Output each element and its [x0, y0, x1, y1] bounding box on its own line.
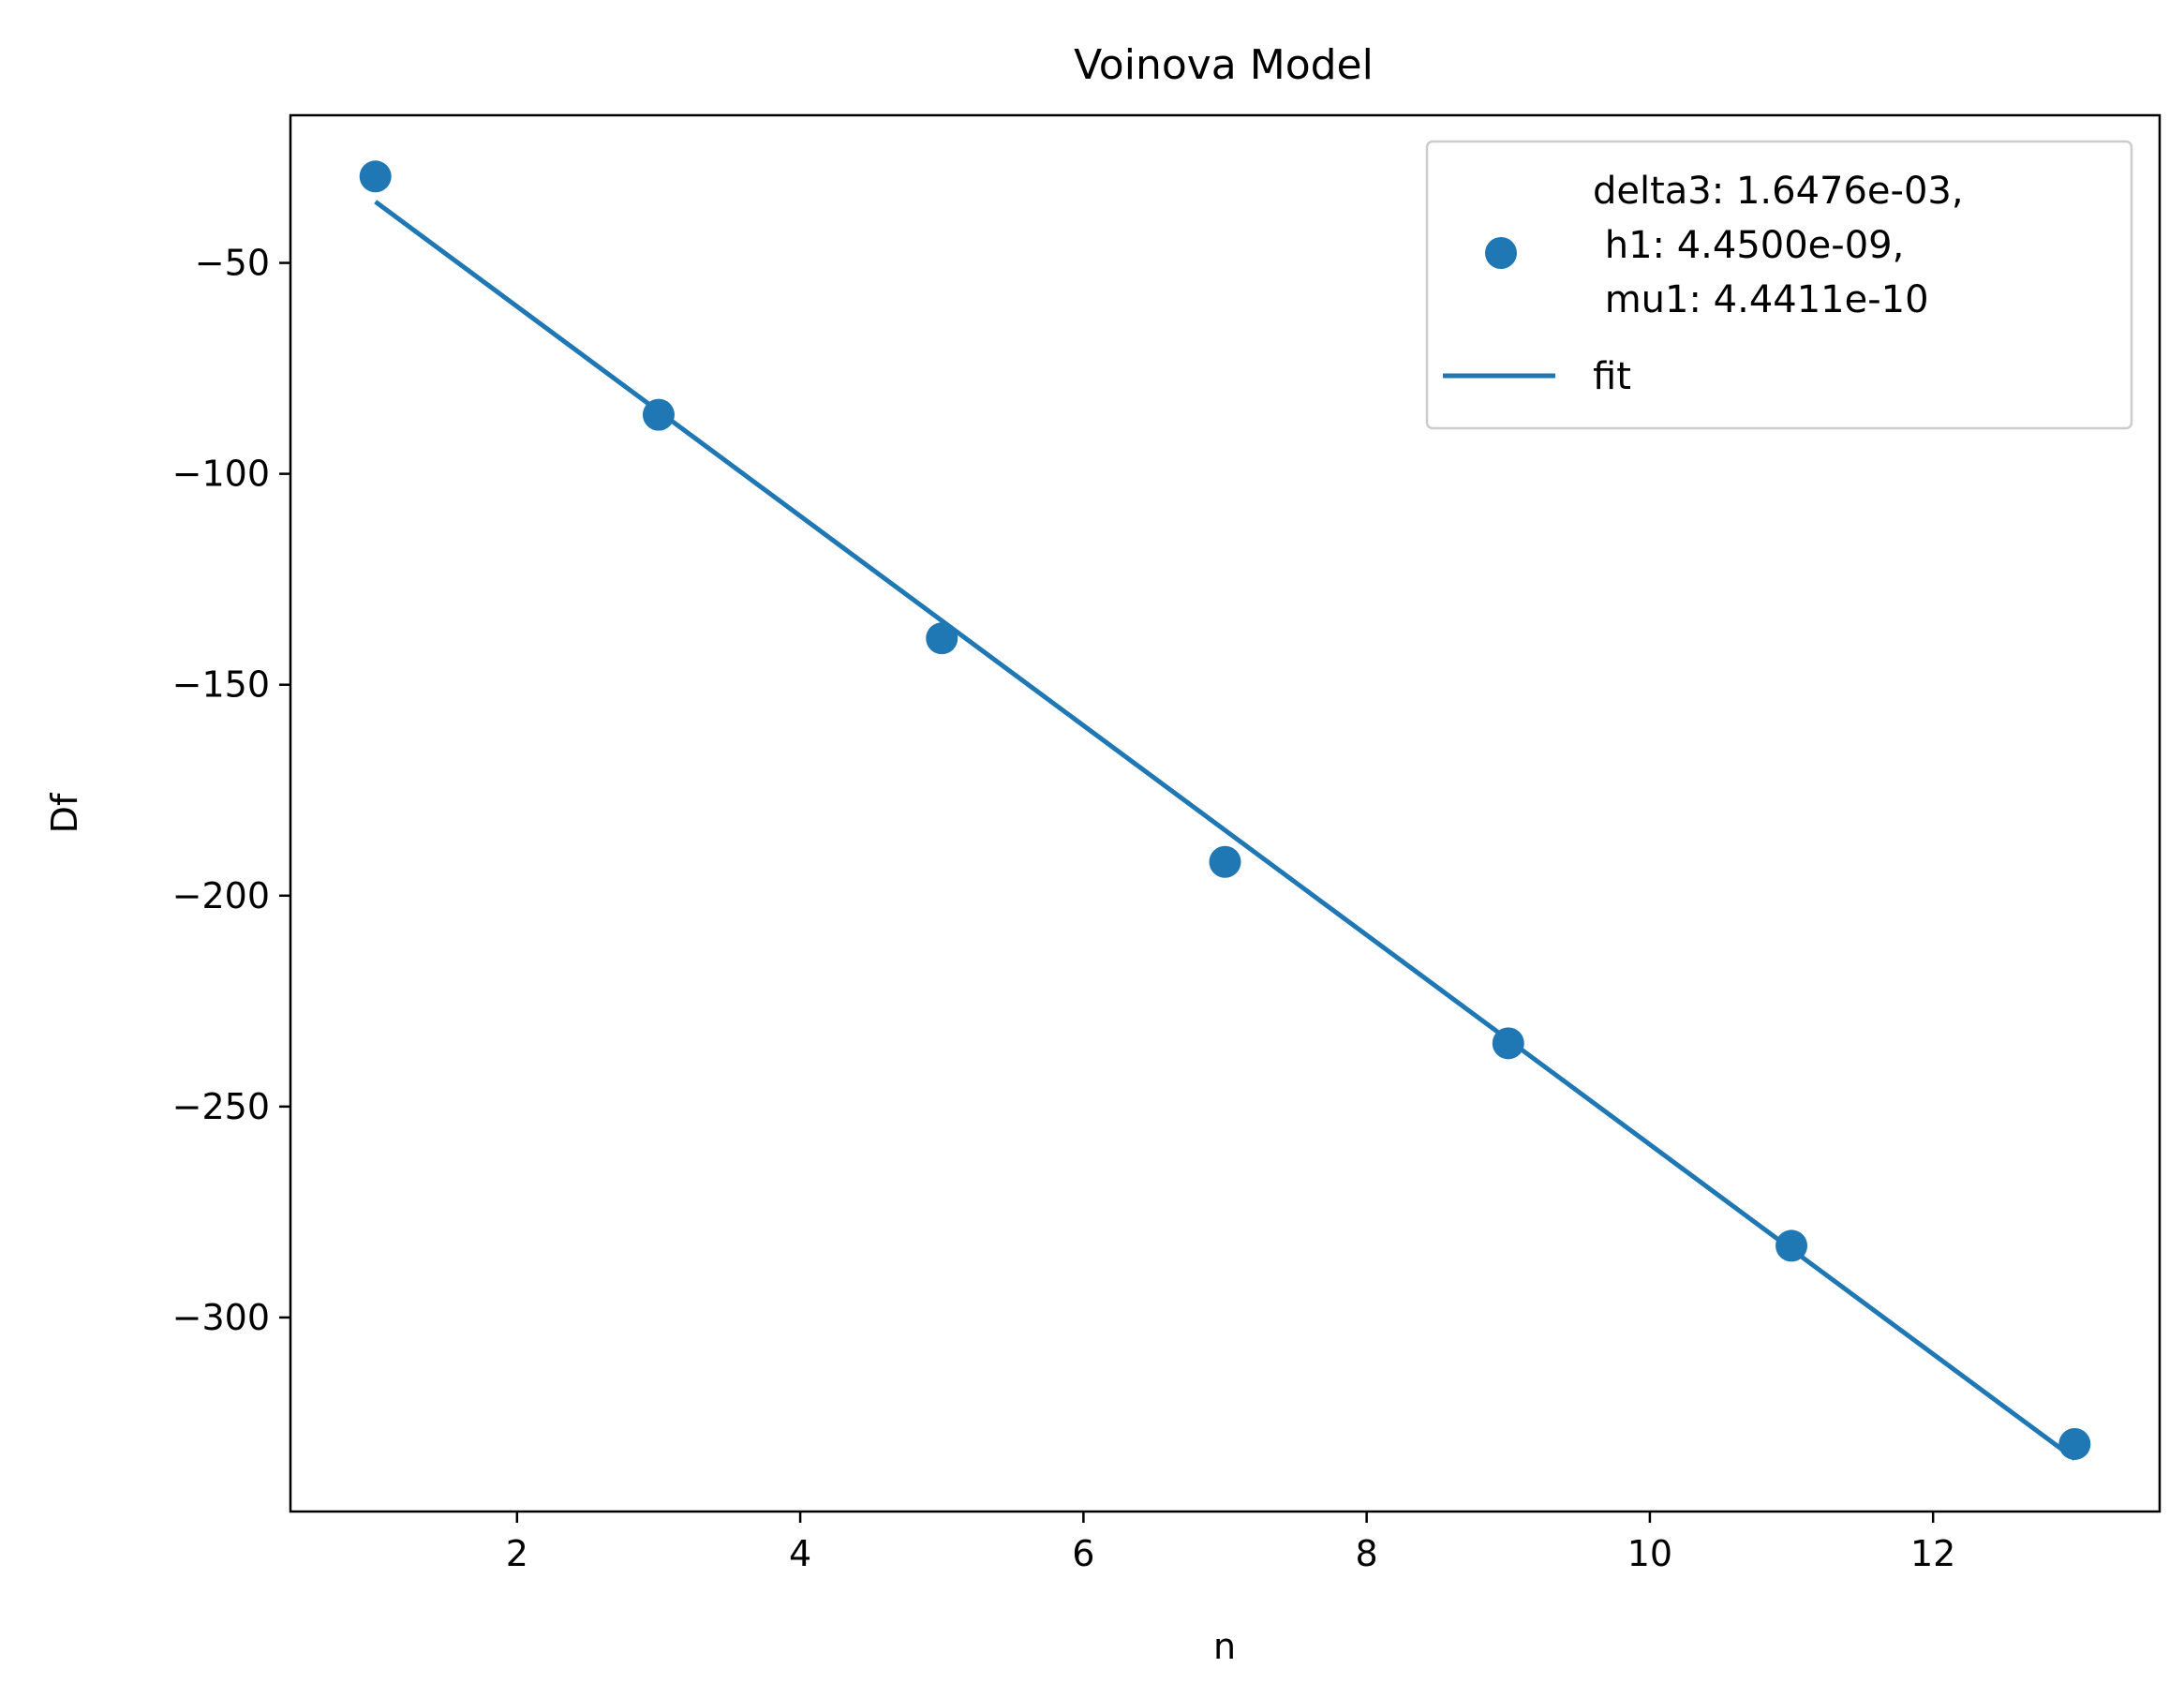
legend-label-fit: fit	[1593, 355, 1631, 398]
legend-label-scatter: delta3: 1.6476e-03, h1: 4.4500e-09, mu1:…	[1593, 170, 1975, 321]
chart-title: Voinova Model	[1074, 41, 1374, 89]
y-axis-label: Df	[44, 792, 85, 833]
x-tick-label: 8	[1356, 1533, 1378, 1574]
y-tick-label: −150	[172, 664, 270, 706]
y-tick-label: −250	[172, 1086, 270, 1127]
x-tick-label: 4	[789, 1533, 811, 1574]
data-point	[926, 622, 958, 655]
legend-frame	[1425, 140, 2133, 430]
data-point	[1775, 1229, 1808, 1262]
y-tick-label: −100	[172, 454, 270, 495]
x-tick-label: 6	[1072, 1533, 1094, 1574]
data-point	[359, 160, 392, 193]
series-layer	[359, 160, 2091, 1461]
x-axis: 2 4 6 8 10 12	[506, 1512, 1955, 1574]
legend-label-scatter-line: mu1: 4.4411e-10	[1593, 278, 1929, 321]
y-tick-label: −300	[172, 1297, 270, 1338]
data-point	[2058, 1427, 2091, 1460]
legend-label-scatter-line: delta3: 1.6476e-03,	[1593, 170, 1964, 213]
x-axis-label: n	[1213, 1626, 1236, 1667]
data-point	[642, 398, 675, 431]
x-tick-label: 12	[1910, 1533, 1955, 1574]
legend: delta3: 1.6476e-03, h1: 4.4500e-09, mu1:…	[1425, 140, 2133, 430]
x-tick-label: 2	[506, 1533, 528, 1574]
y-axis: −50 −100 −150 −200 −250 −300	[172, 243, 290, 1338]
data-point	[1492, 1027, 1524, 1060]
legend-label-scatter-line: h1: 4.4500e-09,	[1593, 224, 1904, 267]
y-tick-label: −200	[172, 875, 270, 916]
y-tick-label: −50	[195, 243, 270, 284]
data-point	[1209, 845, 1241, 878]
legend-marker-scatter	[1485, 237, 1517, 269]
x-tick-label: 10	[1627, 1533, 1672, 1574]
